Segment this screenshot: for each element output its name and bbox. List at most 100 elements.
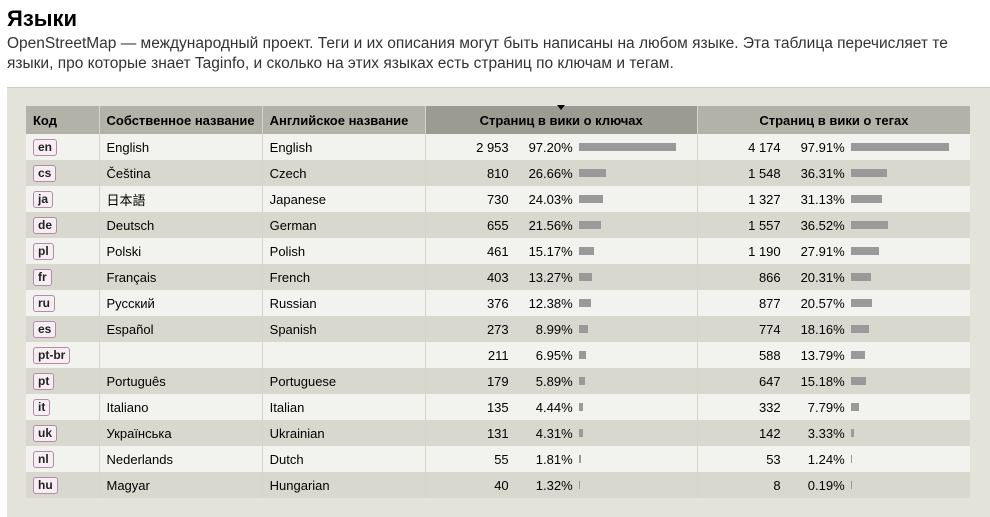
english-name-cell: Portuguese: [261, 368, 426, 394]
key-pages-cell: 403 13.27%: [424, 264, 698, 290]
english-name-cell: Spanish: [261, 316, 426, 342]
tag-pages-cell: 1 548 36.31%: [696, 160, 971, 186]
language-code-badge[interactable]: it: [33, 398, 51, 416]
code-cell: nl: [26, 446, 99, 472]
tag-pages-bar: [850, 169, 887, 177]
native-name-cell: Português: [98, 368, 263, 394]
key-pages-percent: 24.03%: [528, 191, 573, 207]
key-pages-count: 211: [487, 347, 509, 363]
key-pages-cell: 730 24.03%: [424, 186, 698, 212]
key-pages-percent: 1.32%: [535, 477, 573, 493]
code-cell: en: [26, 134, 99, 160]
key-pages-cell: 376 12.38%: [424, 290, 698, 316]
key-pages-percent: 21.56%: [528, 217, 573, 233]
tag-pages-bar: [850, 195, 882, 203]
key-pages-count: 179: [486, 373, 509, 389]
key-pages-count: 655: [486, 217, 509, 233]
tag-pages-count: 1 557: [748, 217, 781, 233]
key-pages-bar: [578, 221, 601, 229]
key-pages-percent: 15.17%: [528, 243, 573, 259]
key-pages-bar: [578, 273, 592, 281]
code-cell: pl: [26, 238, 99, 264]
column-header-key-pages[interactable]: Страниц в вики о ключах: [424, 105, 698, 134]
english-name-cell: Polish: [261, 238, 426, 264]
table-row: fr Français French 403 13.27% 866 20.31%: [26, 264, 971, 290]
key-pages-cell: 655 21.56%: [424, 212, 698, 238]
english-name-cell: Czech: [261, 160, 426, 186]
english-name-cell: Ukrainian: [261, 420, 426, 446]
key-pages-cell: 273 8.99%: [424, 316, 698, 342]
key-pages-cell: 461 15.17%: [424, 238, 698, 264]
key-pages-percent: 26.66%: [528, 165, 573, 181]
tag-pages-cell: 1 190 27.91%: [696, 238, 971, 264]
language-code-badge[interactable]: pt: [33, 372, 55, 390]
code-cell: hu: [26, 472, 99, 498]
key-pages-count: 376: [486, 295, 509, 311]
language-code-badge[interactable]: hu: [33, 476, 58, 494]
tag-pages-percent: 97.91%: [800, 139, 845, 155]
key-pages-bar: [578, 325, 588, 333]
language-code-badge[interactable]: ja: [33, 190, 54, 208]
native-name-cell: Čeština: [98, 160, 263, 186]
column-header-tag-pages[interactable]: Страниц в вики о тегах: [696, 106, 971, 134]
column-header-native-name[interactable]: Собственное название: [98, 106, 263, 134]
key-pages-percent: 5.89%: [535, 373, 573, 389]
key-pages-bar: [578, 299, 591, 307]
table-row: uk Українська Ukrainian 131 4.31% 142 3.33%: [26, 420, 971, 446]
key-pages-cell: 40 1.32%: [424, 472, 698, 498]
language-code-badge[interactable]: fr: [33, 268, 52, 286]
native-name-cell: Español: [98, 316, 263, 342]
native-name-cell: Nederlands: [98, 446, 263, 472]
table-row: ja 日本語 Japanese 730 24.03% 1 327 31.13%: [26, 186, 971, 212]
language-code-badge[interactable]: pl: [33, 242, 54, 260]
key-pages-cell: 2 953 97.20%: [424, 134, 698, 160]
language-code-badge[interactable]: pt-br: [33, 346, 71, 364]
language-code-badge[interactable]: es: [33, 320, 57, 338]
tag-pages-bar: [850, 299, 872, 307]
tag-pages-count: 332: [758, 399, 781, 415]
tag-pages-percent: 13.79%: [800, 347, 845, 363]
english-name-cell: French: [261, 264, 426, 290]
key-pages-bar: [578, 247, 594, 255]
tag-pages-count: 1 190: [748, 243, 781, 259]
native-name-cell: Italiano: [98, 394, 263, 420]
table-row: pl Polski Polish 461 15.17% 1 190 27.91%: [26, 238, 971, 264]
code-cell: it: [26, 394, 99, 420]
tag-pages-percent: 3.33%: [807, 425, 845, 441]
language-code-badge[interactable]: nl: [33, 450, 54, 468]
key-pages-count: 461: [486, 243, 509, 259]
tag-pages-bar: [850, 481, 852, 489]
page-title: Языки: [7, 6, 78, 31]
native-name-cell: Polski: [98, 238, 263, 264]
tag-pages-cell: 647 15.18%: [696, 368, 971, 394]
column-header-english-name[interactable]: Английское название: [261, 106, 426, 134]
table-row: nl Nederlands Dutch 55 1.81% 53 1.24%: [26, 446, 971, 472]
native-name-cell: English: [98, 134, 263, 160]
tag-pages-cell: 53 1.24%: [696, 446, 971, 472]
tag-pages-percent: 18.16%: [800, 321, 845, 337]
native-name-cell: Русский: [98, 290, 263, 316]
language-code-badge[interactable]: ru: [33, 294, 55, 312]
table-row: de Deutsch German 655 21.56% 1 557 36.52%: [26, 212, 971, 238]
languages-table: Код Собственное название Английское назв…: [26, 105, 971, 498]
tag-pages-percent: 0.19%: [807, 477, 845, 493]
tag-pages-bar: [850, 455, 852, 463]
key-pages-percent: 97.20%: [528, 139, 573, 155]
native-name-cell: [98, 342, 263, 368]
key-pages-count: 810: [486, 165, 509, 181]
key-pages-count: 40: [494, 477, 509, 493]
language-code-badge[interactable]: en: [33, 138, 58, 156]
column-header-code[interactable]: Код: [26, 106, 99, 134]
code-cell: es: [26, 316, 99, 342]
key-pages-percent: 6.95%: [535, 347, 573, 363]
language-code-badge[interactable]: de: [33, 216, 58, 234]
tag-pages-count: 142: [758, 425, 781, 441]
language-code-badge[interactable]: uk: [33, 424, 58, 442]
column-header-key-pages-label: Страниц в вики о ключах: [479, 112, 643, 128]
language-code-badge[interactable]: cs: [33, 164, 57, 182]
key-pages-percent: 4.31%: [535, 425, 573, 441]
native-name-cell: Deutsch: [98, 212, 263, 238]
tag-pages-count: 4 174: [748, 139, 781, 155]
tag-pages-bar: [850, 247, 879, 255]
key-pages-percent: 13.27%: [528, 269, 573, 285]
